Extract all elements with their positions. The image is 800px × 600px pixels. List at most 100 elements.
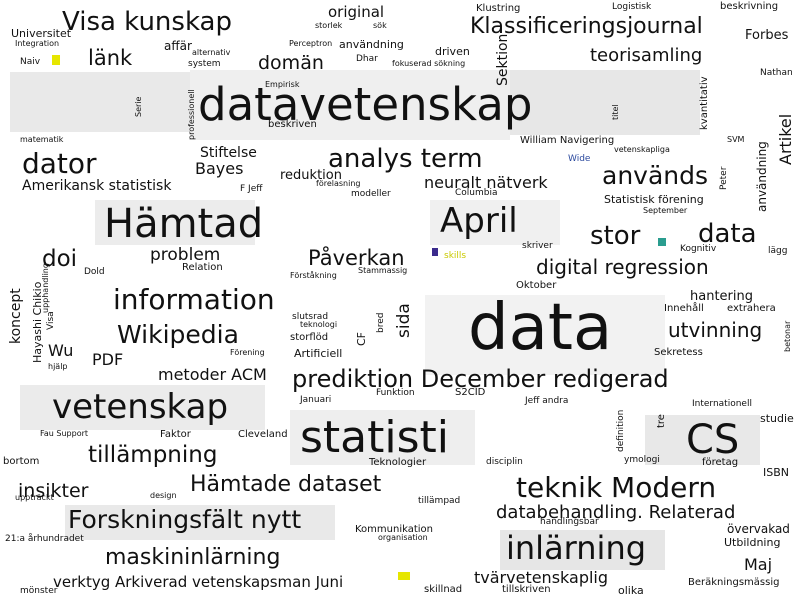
cloud-word: vetenskap xyxy=(52,387,229,427)
cloud-word: Faktor xyxy=(160,429,191,440)
cloud-word: Nathan xyxy=(760,68,793,78)
cloud-word: lägg xyxy=(768,246,788,256)
cloud-word: beskrivning xyxy=(720,1,779,12)
cloud-word: Wikipedia xyxy=(117,320,239,349)
cloud-word: Artificiell xyxy=(294,347,343,360)
cloud-word: professionell xyxy=(187,89,196,140)
cloud-word: Kognitiv xyxy=(680,244,717,254)
cloud-word: Integration xyxy=(15,39,60,48)
cloud-word: teorisamling xyxy=(590,45,703,66)
cloud-word: original xyxy=(328,3,385,21)
cloud-word: Relation xyxy=(182,262,223,273)
cloud-word: tvärvetenskaplig xyxy=(474,568,609,587)
cloud-word: storlek xyxy=(315,21,343,30)
cloud-word: sida xyxy=(394,303,414,338)
cloud-word: teknik Modern xyxy=(516,471,717,504)
cloud-word: tillämpad xyxy=(418,496,461,506)
cloud-word: vetenskapliga xyxy=(614,145,670,154)
cloud-word: Klassificeringsjournal xyxy=(470,14,703,39)
cloud-word: Empirisk xyxy=(265,80,300,89)
cloud-word: problem xyxy=(150,245,221,265)
cloud-word: neuralt nätverk xyxy=(424,173,548,192)
cloud-word: Innehåll xyxy=(664,303,704,314)
cloud-word: Cleveland xyxy=(238,429,288,440)
bg-box xyxy=(510,70,700,135)
cloud-word: Januari xyxy=(300,395,332,405)
cloud-word: uppträckt xyxy=(15,493,54,502)
cloud-word: William Navigering xyxy=(520,135,615,146)
cloud-word: länk xyxy=(88,46,133,70)
cloud-word: användning xyxy=(755,141,769,212)
cloud-word: tillämpning xyxy=(88,442,218,468)
bg-box xyxy=(645,415,760,465)
cloud-word: Jeff andra xyxy=(525,396,569,406)
cloud-word: tillskriven xyxy=(502,584,551,595)
cloud-word: extrahera xyxy=(727,303,776,314)
cloud-word: mönster xyxy=(20,586,58,596)
bg-box xyxy=(190,70,510,140)
cloud-word: Forbes xyxy=(745,28,789,43)
cloud-word: företag xyxy=(702,457,739,468)
cloud-word: sök xyxy=(373,21,387,30)
cloud-word: Dold xyxy=(84,267,105,277)
cloud-word: bred xyxy=(376,312,386,333)
bg-box xyxy=(430,200,560,245)
cloud-word: doi xyxy=(42,246,78,272)
cloud-word: Bayes xyxy=(195,159,244,178)
cloud-word: studie xyxy=(760,412,794,425)
cloud-word: maskininlärning xyxy=(105,545,281,570)
bg-box xyxy=(95,200,255,245)
bg-box xyxy=(10,72,190,132)
cloud-word: titel xyxy=(611,104,620,120)
cloud-word: Påverkan xyxy=(308,246,405,270)
cloud-word: Stammassig xyxy=(358,266,408,275)
cloud-word: datavetenskap xyxy=(198,78,533,131)
accent-dot xyxy=(52,55,60,65)
cloud-word: Förståkning xyxy=(290,271,337,280)
cloud-word: skriver xyxy=(522,241,553,251)
cloud-word: matematik xyxy=(20,135,64,144)
cloud-word: förelasning xyxy=(316,179,361,188)
bg-box xyxy=(290,410,475,465)
cloud-word: Fau Support xyxy=(40,429,89,438)
cloud-word: Utbildning xyxy=(724,536,781,549)
cloud-word: September xyxy=(643,206,688,215)
accent-dot xyxy=(432,248,438,256)
cloud-word: definition xyxy=(616,409,626,452)
cloud-word: Statistisk förening xyxy=(604,193,704,206)
cloud-word: inlärning xyxy=(506,529,647,567)
cloud-word: design xyxy=(150,491,177,500)
cloud-word: används xyxy=(602,161,709,190)
bg-box xyxy=(65,505,335,540)
cloud-word: insikter xyxy=(18,480,89,502)
cloud-word: handlingsbar xyxy=(540,517,599,527)
cloud-word: fokuserad sökning xyxy=(392,59,466,68)
cloud-word: Wide xyxy=(568,154,591,164)
accent-dot xyxy=(658,238,666,246)
cloud-word: CS xyxy=(686,417,740,463)
cloud-word: Maj xyxy=(744,555,773,574)
cloud-word: betonar xyxy=(783,320,792,352)
cloud-word: Naiv xyxy=(20,57,41,67)
cloud-word: SVM xyxy=(727,135,745,144)
cloud-word: skillnad xyxy=(424,584,463,595)
cloud-word: Visa xyxy=(46,311,56,330)
cloud-word: koncept xyxy=(8,288,24,344)
cloud-word: alternativ xyxy=(192,48,231,57)
cloud-word: organisation xyxy=(378,533,428,542)
cloud-word: Forskningsfält nytt xyxy=(68,505,302,534)
cloud-word: data xyxy=(698,219,757,249)
cloud-word: Beräkningsmässig xyxy=(688,577,780,588)
cloud-word: teknologi xyxy=(300,320,338,329)
cloud-word: Kommunikation xyxy=(355,524,434,535)
cloud-word: reduktion xyxy=(280,168,342,183)
cloud-word: driven xyxy=(435,45,470,58)
cloud-word: Klustring xyxy=(476,3,521,14)
cloud-word: Hämtad xyxy=(104,201,264,247)
cloud-word: F Jeff xyxy=(240,184,263,194)
cloud-word: verktyg Arkiverad vetenskapsman Juni xyxy=(53,573,344,591)
cloud-word: analys term xyxy=(328,144,483,174)
accent-dot xyxy=(398,572,410,580)
cloud-word: bortom xyxy=(3,456,40,467)
